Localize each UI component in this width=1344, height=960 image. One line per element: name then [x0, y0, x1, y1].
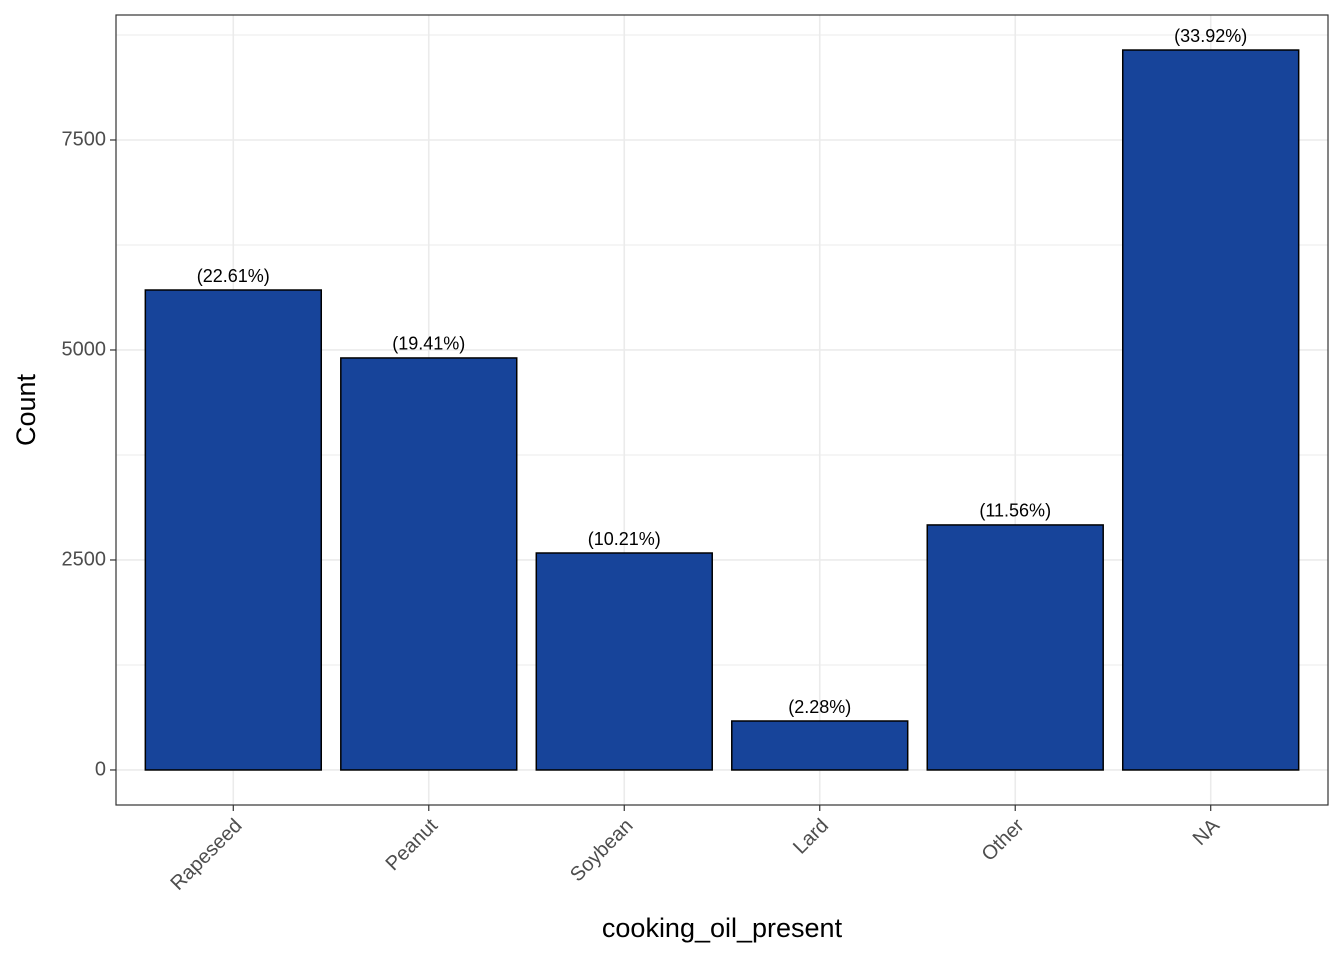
bar-label: (10.21%)	[588, 529, 661, 549]
y-tick-label: 5000	[62, 338, 107, 360]
bar-label: (33.92%)	[1174, 26, 1247, 46]
bar	[926, 524, 1104, 771]
y-tick-label: 2500	[62, 548, 107, 570]
bar	[340, 357, 518, 771]
panel-border	[115, 14, 1329, 806]
bar-label: (2.28%)	[788, 697, 851, 717]
bar	[731, 720, 909, 771]
y-axis-title: Count	[11, 373, 41, 446]
x-tick-label: NA	[1189, 814, 1225, 850]
bar-label: (11.56%)	[979, 501, 1051, 521]
x-tick-label: Lard	[789, 815, 833, 859]
bar-label: (22.61%)	[197, 266, 270, 286]
y-tick-label: 0	[95, 758, 106, 780]
x-tick-label: Soybean	[566, 815, 637, 886]
x-tick-label: Rapeseed	[167, 815, 247, 895]
bar	[144, 289, 323, 771]
x-tick-label: Other	[978, 814, 1029, 865]
x-axis-title: cooking_oil_present	[602, 913, 843, 943]
x-tick-label: Peanut	[382, 814, 443, 875]
bar-label: (19.41%)	[392, 334, 465, 354]
bar	[1121, 49, 1300, 771]
y-tick-label: 7500	[62, 128, 107, 150]
bar	[535, 552, 713, 771]
